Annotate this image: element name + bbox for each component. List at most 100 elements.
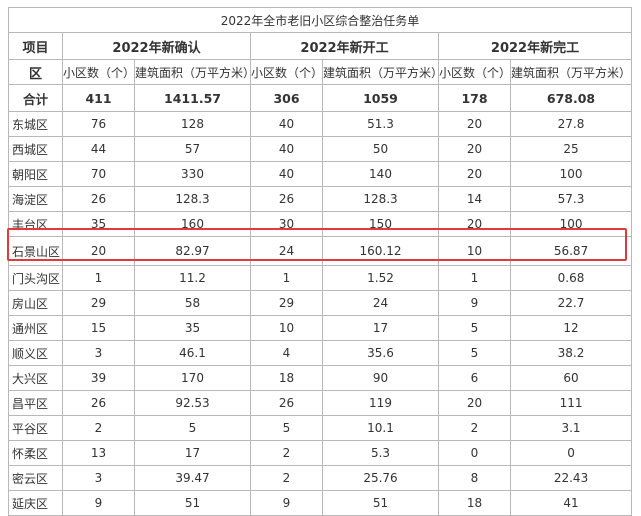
area-cell: 100 [509,211,633,237]
district-name: 门头沟区 [8,265,63,291]
count-cell: 40 [250,136,323,162]
district-name: 延庆区 [8,490,63,516]
area-cell: 92.53 [134,390,251,416]
table-row: 平谷区 2 5 5 10.1 2 3.1 [8,415,633,441]
area-cell: 38.2 [509,340,633,366]
table-row: 延庆区 9 51 9 51 18 41 [8,490,633,516]
count-cell: 26 [62,186,135,212]
count-cell: 4 [250,340,323,366]
count-cell: 9 [62,490,135,516]
area-cell: 57 [134,136,251,162]
table-row: 朝阳区 70 330 40 140 20 100 [8,161,633,187]
area-cell: 46.1 [134,340,251,366]
district-name: 通州区 [8,315,63,341]
district-name: 密云区 [8,465,63,491]
district-name: 怀柔区 [8,440,63,466]
area-cell: 128 [134,111,251,137]
table-title: 2022年全市老旧小区综合整治任务单 [7,7,633,33]
table-row: 海淀区 26 128.3 26 128.3 14 57.3 [8,186,633,212]
total-row: 合计 411 1411.57 306 1059 178 678.08 [8,84,633,112]
count-cell: 30 [250,211,323,237]
area-cell: 58 [134,290,251,316]
district-header: 区 [8,59,63,85]
district-name: 昌平区 [8,390,63,416]
table-row: 西城区 44 57 40 50 20 25 [8,136,633,162]
area-cell: 1.52 [322,265,439,291]
area-cell: 41 [509,490,633,516]
area-cell: 90 [322,365,439,391]
task-table: 2022年全市老旧小区综合整治任务单 项目 2022年新确认 2022年新开工 … [7,7,633,516]
area-cell: 5 [134,415,251,441]
area-cell: 5.3 [322,440,439,466]
table-row: 石景山区 20 82.97 24 160.12 10 56.87 [8,236,633,266]
count-cell: 411 [62,84,135,112]
count-cell: 18 [250,365,323,391]
district-name: 房山区 [8,290,63,316]
count-cell: 39 [62,365,135,391]
col-header-count: 小区数（个） [438,59,511,85]
count-cell: 35 [62,211,135,237]
area-cell: 50 [322,136,439,162]
count-cell: 2 [438,415,511,441]
area-cell: 128.3 [134,186,251,212]
count-cell: 10 [438,236,511,266]
area-cell: 1059 [322,84,439,112]
count-cell: 5 [438,315,511,341]
count-cell: 2 [62,415,135,441]
count-cell: 178 [438,84,511,112]
group-header-started: 2022年新开工 [250,32,439,60]
area-cell: 140 [322,161,439,187]
count-cell: 18 [438,490,511,516]
count-cell: 10 [250,315,323,341]
count-cell: 306 [250,84,323,112]
col-header-count: 小区数（个） [62,59,135,85]
table-row: 通州区 15 35 10 17 5 12 [8,315,633,341]
area-cell: 17 [322,315,439,341]
count-cell: 13 [62,440,135,466]
district-name: 朝阳区 [8,161,63,187]
table-row: 大兴区 39 170 18 90 6 60 [8,365,633,391]
count-cell: 24 [250,236,323,266]
district-name: 丰台区 [8,211,63,237]
count-cell: 20 [438,161,511,187]
count-cell: 0 [438,440,511,466]
area-cell: 60 [509,365,633,391]
table-row: 怀柔区 13 17 2 5.3 0 0 [8,440,633,466]
district-name: 石景山区 [8,236,63,266]
count-cell: 3 [62,465,135,491]
col-header-count: 小区数（个） [250,59,323,85]
area-cell: 22.7 [509,290,633,316]
count-cell: 26 [62,390,135,416]
area-cell: 24 [322,290,439,316]
count-cell: 3 [62,340,135,366]
count-cell: 40 [250,161,323,187]
count-cell: 20 [62,236,135,266]
item-header: 项目 [8,32,63,60]
count-cell: 20 [438,390,511,416]
table-row: 房山区 29 58 29 24 9 22.7 [8,290,633,316]
district-name: 东城区 [8,111,63,137]
area-cell: 128.3 [322,186,439,212]
count-cell: 15 [62,315,135,341]
count-cell: 6 [438,365,511,391]
area-cell: 111 [509,390,633,416]
col-header-area: 建筑面积（万平方米） [509,59,633,85]
count-cell: 2 [250,440,323,466]
count-cell: 5 [438,340,511,366]
area-cell: 150 [322,211,439,237]
count-cell: 14 [438,186,511,212]
district-name: 西城区 [8,136,63,162]
area-cell: 35 [134,315,251,341]
area-cell: 678.08 [509,84,633,112]
count-cell: 29 [250,290,323,316]
district-name: 顺义区 [8,340,63,366]
count-cell: 8 [438,465,511,491]
area-cell: 56.87 [509,236,633,266]
count-cell: 1 [250,265,323,291]
count-cell: 1 [62,265,135,291]
area-cell: 22.43 [509,465,633,491]
area-cell: 11.2 [134,265,251,291]
count-cell: 26 [250,390,323,416]
area-cell: 100 [509,161,633,187]
col-header-area: 建筑面积（万平方米） [322,59,439,85]
